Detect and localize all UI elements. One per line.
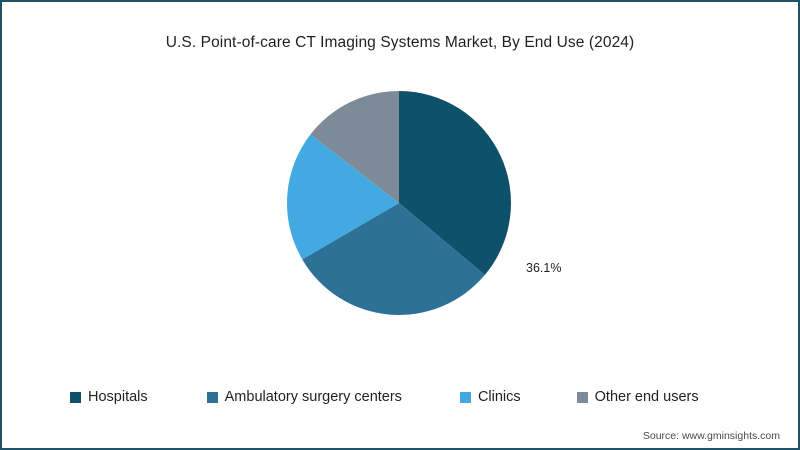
legend-swatch-icon-ambulatory-surgery-centers: [206, 391, 218, 403]
legend-label-ambulatory-surgery-centers: Ambulatory surgery centers: [224, 389, 402, 405]
legend-swatch-icon-clinics: [459, 391, 471, 403]
pie-slices: [286, 91, 512, 316]
legend-item-hospitals[interactable]: Hospitals: [70, 389, 148, 405]
pie-slice[interactable]: [310, 91, 400, 203]
legend-label-clinics: Clinics: [477, 389, 521, 405]
legend-swatch-icon-other-end-users: [576, 391, 588, 403]
legend-label-hospitals: Hospitals: [88, 389, 148, 405]
legend-item-ambulatory-surgery-centers[interactable]: Ambulatory surgery centers: [206, 389, 402, 405]
source-attribution: Source: www.gminsights.com: [642, 430, 780, 442]
legend-item-clinics[interactable]: Clinics: [459, 389, 521, 405]
chart-title: U.S. Point-of-care CT Imaging Systems Ma…: [165, 34, 635, 51]
pie-slice[interactable]: [399, 91, 512, 275]
chart-legend: Hospitals Ambulatory surgery centers Cli…: [2, 385, 798, 409]
pie-slice[interactable]: [286, 134, 399, 260]
legend-item-other-end-users[interactable]: Other end users: [576, 389, 699, 405]
pie-data-label-hospitals: 36.1%: [526, 261, 562, 275]
pie-slice[interactable]: [302, 203, 485, 316]
legend-label-other-end-users: Other end users: [594, 389, 699, 405]
pie-chart-area: 36.1%: [2, 62, 798, 362]
legend-swatch-icon-hospitals: [70, 391, 81, 403]
pie-chart-svg: [286, 91, 512, 316]
